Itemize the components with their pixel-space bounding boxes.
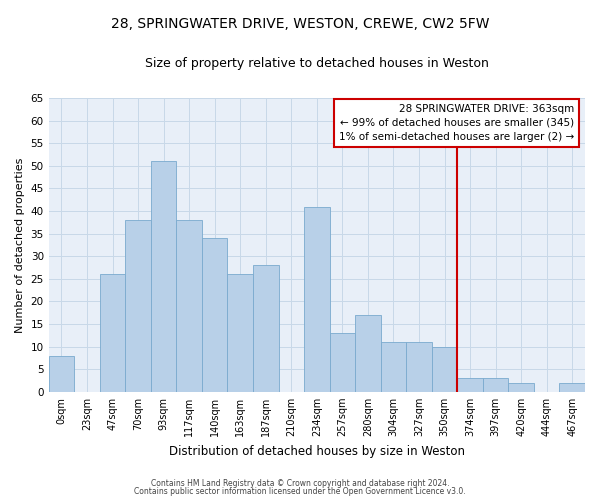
Bar — [432, 346, 457, 392]
Text: 28, SPRINGWATER DRIVE, WESTON, CREWE, CW2 5FW: 28, SPRINGWATER DRIVE, WESTON, CREWE, CW… — [111, 18, 489, 32]
Bar — [380, 342, 406, 392]
Bar — [304, 206, 329, 392]
Text: 28 SPRINGWATER DRIVE: 363sqm
← 99% of detached houses are smaller (345)
1% of se: 28 SPRINGWATER DRIVE: 363sqm ← 99% of de… — [339, 104, 574, 142]
Bar — [329, 333, 355, 392]
Bar — [151, 162, 176, 392]
Bar — [125, 220, 151, 392]
Bar — [483, 378, 508, 392]
Bar — [202, 238, 227, 392]
Bar — [100, 274, 125, 392]
Bar — [406, 342, 432, 392]
Bar — [355, 315, 380, 392]
Title: Size of property relative to detached houses in Weston: Size of property relative to detached ho… — [145, 58, 489, 70]
Bar — [253, 266, 278, 392]
Bar — [49, 356, 74, 392]
Bar — [559, 383, 585, 392]
Text: Contains public sector information licensed under the Open Government Licence v3: Contains public sector information licen… — [134, 487, 466, 496]
X-axis label: Distribution of detached houses by size in Weston: Distribution of detached houses by size … — [169, 444, 465, 458]
Text: Contains HM Land Registry data © Crown copyright and database right 2024.: Contains HM Land Registry data © Crown c… — [151, 478, 449, 488]
Y-axis label: Number of detached properties: Number of detached properties — [15, 157, 25, 332]
Bar — [457, 378, 483, 392]
Bar — [227, 274, 253, 392]
Bar — [176, 220, 202, 392]
Bar — [508, 383, 534, 392]
